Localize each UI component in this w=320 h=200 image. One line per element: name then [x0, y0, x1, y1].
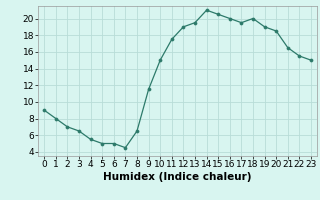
- X-axis label: Humidex (Indice chaleur): Humidex (Indice chaleur): [103, 172, 252, 182]
